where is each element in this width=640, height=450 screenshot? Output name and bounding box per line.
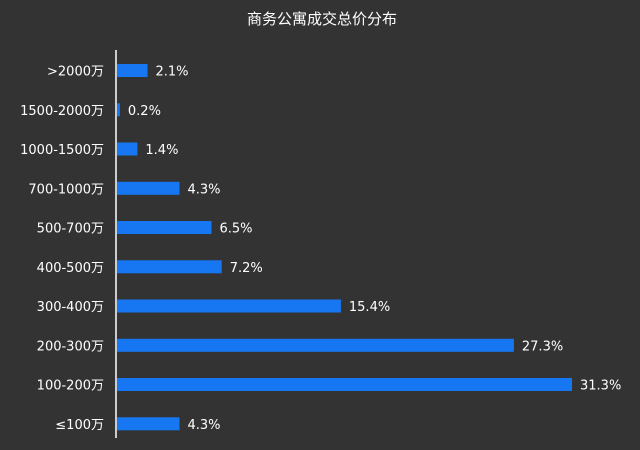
bar-6 <box>117 299 341 313</box>
value-label-4: 6.5% <box>220 222 253 237</box>
value-label-1: 0.2% <box>128 104 161 119</box>
category-label-7: 200-300万 <box>37 339 104 354</box>
category-label-4: 500-700万 <box>37 222 104 237</box>
category-label-5: 400-500万 <box>37 261 104 276</box>
category-label-6: 300-400万 <box>37 300 104 315</box>
value-labels: 2.1% 0.2% 1.4% 4.3% 6.5% 7.2% 15.4% 27.3% 31.3% 4… <box>128 65 621 433</box>
value-label-2: 1.4% <box>145 143 178 158</box>
value-label-3: 4.3% <box>188 182 221 197</box>
value-label-6: 15.4% <box>349 300 390 315</box>
bar-0 <box>117 64 148 77</box>
category-label-2: 1000-1500万 <box>20 143 104 158</box>
bar-5 <box>117 260 222 274</box>
value-label-5: 7.2% <box>230 261 263 276</box>
category-label-1: 1500-2000万 <box>20 104 104 119</box>
category-labels: >2000万 1500-2000万 1000-1500万 700-1000万 500-7… <box>20 65 104 433</box>
bar-2 <box>117 142 138 156</box>
bar-3 <box>117 181 180 195</box>
bar-9 <box>117 417 180 431</box>
bar-7 <box>117 338 514 352</box>
bar-8 <box>117 378 572 391</box>
category-label-0: >2000万 <box>47 65 104 80</box>
category-label-3: 700-1000万 <box>28 182 104 197</box>
bar-1 <box>117 103 120 117</box>
category-label-9: ≤100万 <box>55 418 104 433</box>
bars-group <box>117 64 572 431</box>
value-label-9: 4.3% <box>188 418 221 433</box>
bar-4 <box>117 221 212 234</box>
category-label-8: 100-200万 <box>37 379 104 394</box>
value-label-7: 27.3% <box>522 339 563 354</box>
value-label-0: 2.1% <box>156 65 189 80</box>
chart-title: 商务公寓成交总价分布 <box>247 10 397 28</box>
value-label-8: 31.3% <box>580 379 621 394</box>
